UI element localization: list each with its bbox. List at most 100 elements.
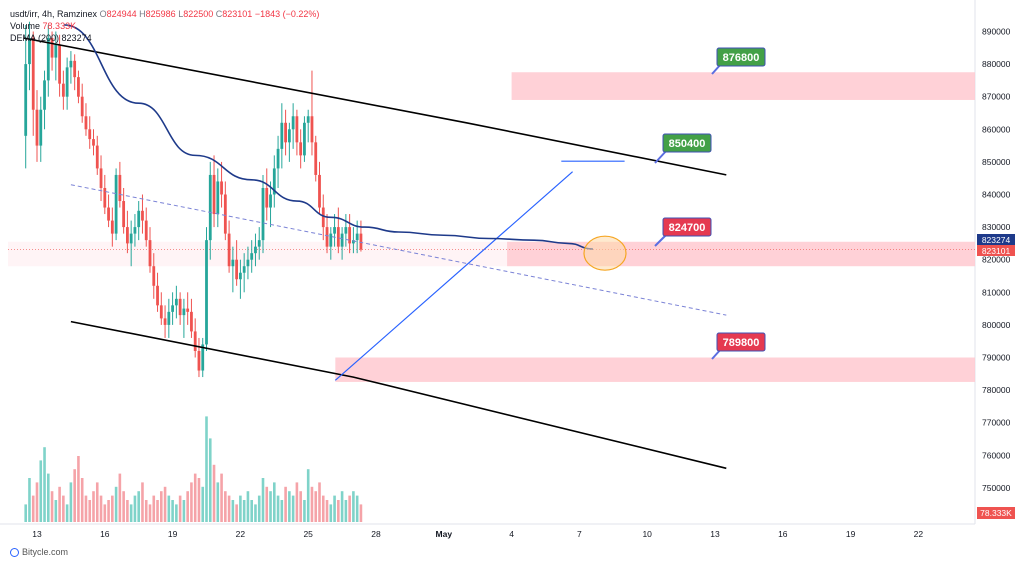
volume-bar	[337, 500, 340, 522]
y-tick-label: 830000	[982, 222, 1011, 232]
candle-body	[126, 227, 129, 244]
x-tick-label: 28	[371, 529, 381, 539]
highlight-circle	[583, 235, 627, 271]
high-label: H	[139, 9, 146, 19]
candle-body	[65, 67, 69, 97]
volume-bar	[39, 460, 43, 522]
dashed-trendline	[70, 184, 727, 316]
volume-bar	[69, 482, 73, 522]
x-tick-label: 4	[509, 529, 514, 539]
level-label-box	[662, 217, 712, 237]
candle-body	[306, 116, 310, 123]
candle-body	[250, 253, 254, 260]
lower-channel-line	[70, 320, 727, 470]
x-tick-label: 22	[914, 529, 924, 539]
candle-body	[205, 240, 208, 345]
volume-bar	[171, 500, 174, 522]
volume-tag-box	[977, 507, 1015, 519]
candle-body	[54, 44, 58, 58]
candle-body	[355, 233, 359, 241]
candle-body	[265, 187, 269, 208]
volume-bar	[295, 482, 299, 522]
candle-body	[92, 139, 95, 146]
volume-bar	[114, 486, 118, 522]
level-label-824700: 824700	[669, 222, 706, 234]
volume-bar	[216, 482, 220, 522]
candle-body	[167, 311, 171, 325]
volume-bar	[340, 491, 344, 522]
volume-bar	[288, 491, 291, 522]
candle-body	[61, 83, 65, 97]
candle-body	[269, 194, 272, 208]
volume-label: Volume	[10, 21, 41, 31]
volume-bar	[50, 491, 54, 522]
volume-bar	[314, 491, 318, 522]
price-tag-box	[977, 245, 1015, 256]
x-tick-label: 25	[303, 529, 313, 539]
bitycle-logo-icon	[10, 547, 19, 557]
candle-body	[178, 298, 182, 316]
candle-body	[246, 259, 250, 267]
y-tick-label: 750000	[982, 483, 1011, 493]
candle-body	[31, 38, 35, 110]
x-tick-label: 19	[846, 529, 856, 539]
volume-bar	[31, 495, 35, 522]
volume-bar	[148, 504, 152, 522]
volume-bar	[265, 486, 269, 522]
x-tick-label: 10	[642, 529, 652, 539]
x-tick-label: 16	[100, 529, 110, 539]
candle-body	[193, 331, 197, 351]
volume-bar	[333, 495, 336, 522]
volume-bar	[107, 500, 110, 522]
y-tick-label: 890000	[982, 27, 1011, 37]
candle-body	[348, 227, 352, 244]
volume-bar	[261, 478, 265, 522]
candle-body	[148, 240, 152, 267]
candle-body	[99, 168, 103, 188]
candle-body	[73, 60, 77, 78]
volume-bar	[299, 491, 302, 522]
open-label: O	[99, 9, 107, 19]
candle-body	[329, 233, 333, 247]
volume-bar	[111, 495, 114, 522]
volume-bar	[254, 504, 257, 522]
volume-bar	[208, 438, 212, 522]
volume-bar	[220, 473, 223, 522]
candle-body	[359, 233, 363, 250]
volume-bar	[178, 495, 182, 522]
symbol-label: usdt/irr, 4h, Ramzinex	[10, 9, 98, 19]
volume-bar	[133, 495, 137, 522]
volume-bar	[28, 478, 31, 522]
volume-bar	[359, 504, 363, 522]
x-tick-label: May	[436, 529, 453, 539]
volume-bar	[291, 495, 295, 522]
candle-body	[325, 227, 329, 247]
candle-body	[46, 38, 50, 81]
volume-bar	[24, 504, 27, 522]
brand-name: Bitycle.com	[22, 547, 69, 557]
candle-body	[318, 174, 321, 208]
volume-bar	[47, 473, 50, 522]
volume-bar	[246, 491, 250, 522]
volume-bar	[306, 469, 310, 522]
volume-bar	[163, 486, 167, 522]
volume-bar	[54, 500, 58, 522]
y-tick-label: 870000	[982, 92, 1011, 102]
dema-label: DEMA (200)	[10, 33, 60, 43]
candle-body	[133, 227, 137, 234]
y-tick-label: 820000	[982, 255, 1011, 265]
low-value: 822500	[183, 9, 214, 19]
volume-bar	[235, 504, 238, 522]
candle-body	[235, 259, 239, 280]
candle-body	[299, 142, 303, 156]
candle-body	[284, 122, 287, 143]
x-tick-label: 19	[168, 529, 178, 539]
zone-0	[511, 72, 975, 100]
candle-body	[272, 168, 276, 195]
volume-bar	[129, 504, 133, 522]
candle-body	[344, 227, 348, 234]
volume-bar	[344, 500, 348, 522]
candle-body	[190, 311, 193, 332]
volume-bar	[231, 500, 235, 522]
